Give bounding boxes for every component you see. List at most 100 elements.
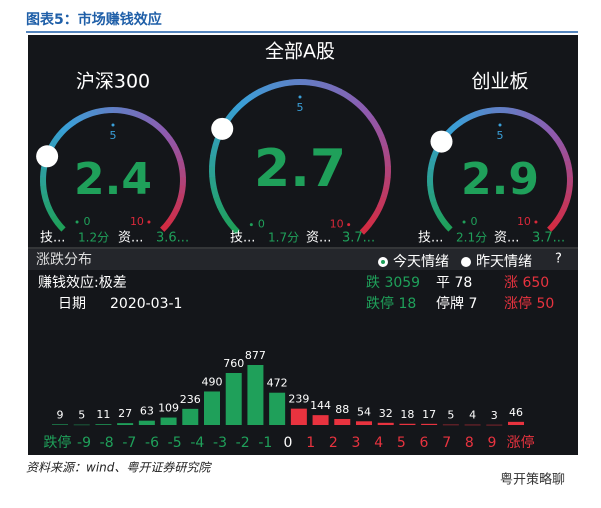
gauge-title: 全部A股 [265,41,335,63]
gauge-value: 2.4 [74,154,152,205]
gauge-tick-label: 0 [258,218,265,231]
gauge-tick-dot [250,223,253,226]
bar-label: 5 [78,409,85,422]
x-label: -4 [190,435,204,451]
gauge-tick-dot [499,124,502,127]
bar [313,415,329,425]
gauge-tick-dot [76,220,79,223]
gauge-tick-dot [112,124,115,127]
bar-label: 109 [158,402,179,415]
gauge-arc [330,87,340,91]
gauge-arc [430,169,431,178]
gauge-arc [52,139,57,146]
radio-off[interactable] [461,257,471,267]
bar-label: 472 [267,377,288,390]
bar [182,409,198,425]
gauge-arc [532,118,539,122]
gauge-arc [300,82,311,83]
bar-label: 490 [202,375,223,388]
x-label: 4 [374,435,383,451]
gauge-tick-label: 10 [330,218,344,231]
gauge-tick-label: 10 [130,215,144,228]
gauge-arc [121,110,130,112]
bar [74,425,90,426]
source: 资料来源：wind、粤开证券研究院 [26,461,212,475]
bar [204,391,220,425]
gauge-arc [43,185,44,194]
bar [508,422,524,425]
fund-label: 资... [118,231,143,246]
x-label: 5 [397,435,406,451]
gauge-arc [461,117,468,121]
gauge-value: 2.9 [461,154,539,205]
x-label: 2 [329,435,338,451]
gauge-arc [176,202,179,210]
fund-score: 3.7... [342,231,375,246]
halt: 停牌 7 [436,295,477,312]
gauge-arc [89,112,97,114]
gauge-arc [260,87,270,91]
gauge-arc [321,84,331,87]
gauge-arc [524,114,532,117]
gauge-arc [433,153,436,161]
bar [139,421,155,425]
bar-label: 63 [140,405,154,418]
date: 2020-03-1 [110,296,182,312]
gauge-arc [476,112,484,114]
gauge-arc [137,114,145,117]
gauge-arc [182,169,183,178]
gauge-pointer [36,145,58,167]
gauge-tick-label: 5 [497,129,504,142]
gauge-arc [569,185,570,194]
bar [486,425,502,426]
gauge-arc [484,110,493,111]
gauge-arc [381,136,385,146]
x-label: 涨停 [507,434,535,451]
bar [117,423,133,425]
gauge-arc [178,153,181,161]
gauge-title: 创业板 [471,71,528,93]
gauge-arc [384,187,387,198]
bar [247,365,263,425]
gauge-arc [563,202,566,210]
gauge-arc [74,117,81,121]
gauge-arc [172,209,176,217]
help[interactable]: ? [555,252,562,267]
bar-label: 239 [288,393,309,406]
gauge-arc [290,82,301,83]
gauge-arc [168,217,173,224]
gauge-arc [180,161,182,169]
option[interactable]: 今天情绪 [393,254,449,270]
effect: 赚钱效应:极差 [38,274,127,291]
bar [226,373,242,425]
gauge-tick-label: 0 [84,215,91,228]
bar-label: 760 [223,357,244,370]
gauge-arc [129,112,137,115]
gauge-arc [508,110,517,112]
gauge-tick-dot [147,220,150,223]
option[interactable]: 昨天情绪 [476,254,532,270]
gauge-arc [431,161,433,169]
tech-score: 1.2分 [78,231,109,245]
gauge-arc [46,201,49,209]
date-label: 日期 [58,296,86,312]
gauge-tick-label: 5 [297,101,304,114]
gauge-arc [310,83,321,85]
fund-score: 3.7... [532,231,565,246]
gauge-arc [468,114,476,117]
gauge-arc [516,112,524,115]
gauge-arc [113,110,122,111]
tech-label: 技... [418,231,443,246]
gauge-arc [561,146,565,154]
gauge-tick-dot [347,223,350,226]
gauge-arc [380,197,384,207]
gauge-arc [49,209,53,217]
bar-label: 17 [422,408,436,421]
gauge-arc [170,139,175,146]
gauge-arc [555,217,560,224]
gauge-arc [53,216,58,223]
gauge-arc [385,146,387,157]
bar-label: 877 [245,349,266,362]
gauge-arc [44,193,46,201]
